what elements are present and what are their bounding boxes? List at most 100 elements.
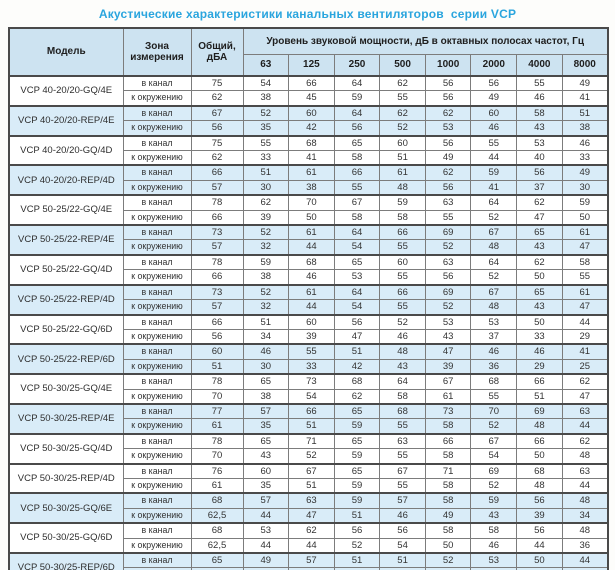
- spl-value-cell: 59: [333, 492, 381, 509]
- spl-value-cell: 48: [561, 448, 609, 465]
- spl-value-cell: 69: [470, 462, 518, 479]
- table-row: VCP 50-30/25-REP/6D в канал 65 49 57 51 51 52 53…: [8, 552, 609, 570]
- spl-value-cell: 67: [379, 462, 426, 479]
- spl-value-cell: 46: [516, 90, 563, 107]
- spl-value-cell: 46: [470, 120, 518, 137]
- spl-value-cell: 25: [561, 358, 609, 375]
- spl-value-cell: 47: [561, 239, 609, 256]
- zone-cell: к окружению: [122, 209, 192, 226]
- spl-value-cell: 52: [470, 269, 518, 286]
- zone-cell: к окружению: [122, 179, 192, 196]
- spl-value-cell: 47: [561, 388, 609, 405]
- table-row: к окружению 57 32 44 54 55 52 48 43 47: [9, 299, 609, 315]
- spl-value-cell: 55: [379, 418, 426, 435]
- spl-value-cell: 67: [470, 283, 518, 301]
- spl-value-cell: 30: [242, 179, 290, 196]
- spl-value-cell: 44: [288, 537, 335, 554]
- spl-value-cell: 68: [470, 373, 518, 390]
- spl-value-cell: 46: [561, 134, 609, 152]
- spl-value-cell: 60: [242, 462, 290, 479]
- spl-value-cell: 63: [424, 194, 472, 211]
- spl-value-cell: 63: [424, 253, 472, 271]
- table-row: VCP 50-30/25-GQ/6D в канал 68 53 62 56 56 58 58 5…: [8, 522, 609, 554]
- spl-value-cell: 54: [379, 537, 426, 554]
- spl-value-cell: 51: [561, 104, 609, 122]
- spl-value-cell: 52: [333, 537, 381, 554]
- table-row: к окружению583936464748403931: [9, 567, 609, 570]
- total-dba-cell: 62: [190, 150, 244, 166]
- spl-value-cell: 64: [333, 283, 381, 301]
- spl-value-cell: 48: [470, 239, 518, 256]
- spl-value-cell: 48: [516, 477, 563, 494]
- spl-value-cell: 58: [424, 522, 472, 539]
- spl-value-cell: 73: [288, 373, 335, 390]
- spl-value-cell: 35: [242, 418, 290, 435]
- spl-value-cell: 44: [242, 507, 290, 524]
- zone-cell: в канал: [122, 313, 192, 330]
- zone-cell: в канал: [122, 194, 192, 211]
- spl-value-cell: 48: [379, 179, 426, 196]
- spl-value-cell: 44: [242, 537, 290, 554]
- spl-value-cell: 44: [561, 313, 609, 330]
- spl-value-cell: 46: [516, 343, 563, 360]
- spl-value-cell: 62: [561, 432, 609, 450]
- spl-value-cell: 53: [242, 522, 290, 539]
- spl-value-cell: 62: [516, 194, 563, 211]
- spl-value-cell: 56: [424, 269, 472, 286]
- spl-value-cell: 29: [516, 358, 563, 375]
- spl-value-cell: 66: [379, 224, 426, 241]
- zone-cell: к окружению: [122, 120, 192, 137]
- spl-value-cell: 39: [516, 507, 563, 524]
- spl-value-cell: 67: [470, 432, 518, 450]
- spl-value-cell: 41: [561, 343, 609, 360]
- spl-value-cell: 65: [516, 283, 563, 301]
- total-dba-cell: 78: [190, 373, 244, 390]
- total-dba-cell: 66: [190, 269, 244, 286]
- spl-value-cell: 54: [288, 388, 335, 405]
- total-dba-cell: 70: [190, 388, 244, 405]
- spl-value-cell: 39: [424, 358, 472, 375]
- total-dba-cell: 61: [190, 418, 244, 435]
- table-row: VCP 50-30/25-REP/4E в канал 77 57 66 65 68 73 70…: [8, 402, 609, 435]
- model-cell: VCP 50-25/22-REP/6D: [8, 343, 124, 375]
- spl-value-cell: 68: [516, 462, 563, 479]
- model-cell: VCP 50-30/25-REP/4D: [8, 462, 124, 494]
- spl-value-cell: 41: [561, 90, 609, 107]
- total-dba-cell: 60: [190, 343, 244, 360]
- total-dba-cell: 73: [190, 224, 244, 241]
- zone-cell: в канал: [122, 432, 192, 450]
- spl-value-cell: 60: [288, 313, 335, 330]
- header-freq-8000: 8000: [561, 54, 609, 77]
- spl-value-cell: 51: [288, 418, 335, 435]
- model-cell: VCP 40-20/20-GQ/4D: [8, 134, 124, 166]
- spl-value-cell: 66: [516, 373, 563, 390]
- spl-value-cell: 60: [470, 104, 518, 122]
- spl-value-cell: 56: [470, 75, 518, 92]
- table-row: VCP 40-20/20-GQ/4E в канал 75 54 66 64 62 56 56 5…: [8, 75, 609, 107]
- spl-value-cell: 53: [333, 269, 381, 286]
- spl-value-cell: 62: [379, 75, 426, 92]
- table-row: VCP 40-20/20-REP/4D в канал 66 51 61 66 61 62 59…: [8, 164, 609, 196]
- model-cell: VCP 40-20/20-REP/4E: [8, 104, 124, 137]
- spl-value-cell: 50: [516, 269, 563, 286]
- spl-value-cell: 62: [516, 253, 563, 271]
- spl-value-cell: 63: [561, 402, 609, 420]
- model-cell: VCP 50-25/22-GQ/4D: [8, 253, 124, 286]
- zone-cell: в канал: [122, 373, 192, 390]
- model-cell: VCP 40-20/20-REP/4D: [8, 164, 124, 196]
- total-dba-cell: 57: [190, 299, 244, 315]
- spl-value-cell: 68: [333, 373, 381, 390]
- spl-value-cell: 52: [470, 418, 518, 435]
- spl-value-cell: 57: [288, 552, 335, 569]
- spl-value-cell: 64: [470, 194, 518, 211]
- spl-value-cell: 48: [561, 492, 609, 509]
- spl-value-cell: 58: [470, 522, 518, 539]
- spl-value-cell: 67: [470, 224, 518, 241]
- spl-value-cell: 30: [561, 179, 609, 196]
- total-dba-cell: 76: [190, 462, 244, 479]
- total-dba-cell: 77: [190, 402, 244, 420]
- total-dba-cell: 57: [190, 179, 244, 196]
- spl-value-cell: 62: [379, 104, 426, 122]
- spl-value-cell: 32: [242, 239, 290, 256]
- spl-value-cell: 58: [424, 448, 472, 465]
